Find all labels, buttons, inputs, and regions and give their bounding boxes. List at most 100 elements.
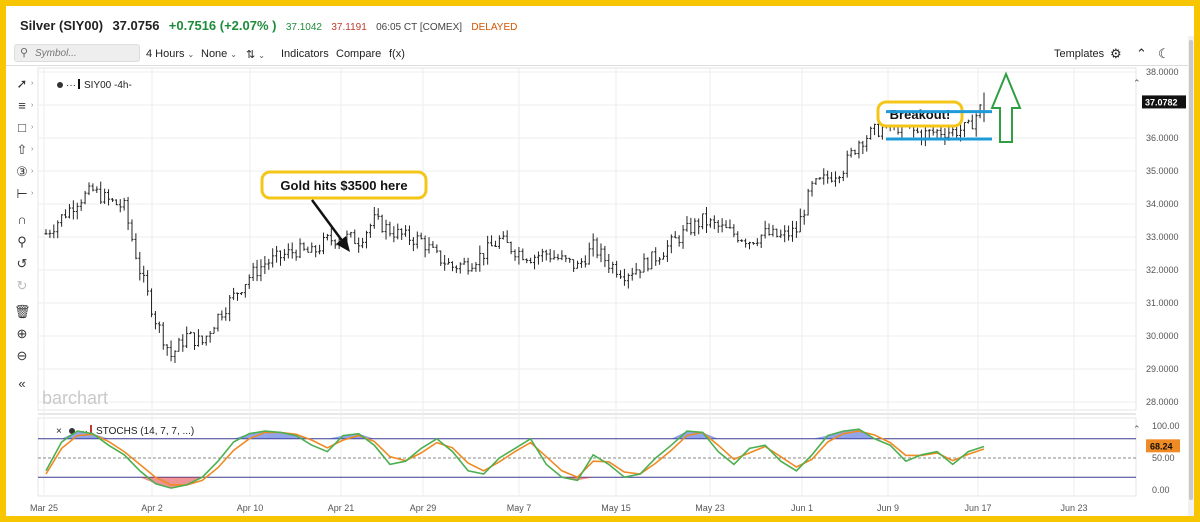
ohlc-bar xyxy=(505,230,509,244)
ohlc-bar xyxy=(64,209,68,219)
ohlc-bar xyxy=(853,149,857,155)
redo-icon[interactable]: ↻ xyxy=(16,278,28,293)
compare-button[interactable]: Compare xyxy=(336,48,382,60)
ohlc-bar xyxy=(857,140,861,159)
interval-label: 4 Hours xyxy=(146,48,185,60)
fibonacci-tool-icon[interactable]: ≡ xyxy=(18,98,26,113)
unlock-icon[interactable]: ⚲ xyxy=(17,234,27,249)
templates-button[interactable]: Templates xyxy=(1054,48,1105,60)
undo-icon[interactable]: ↺ xyxy=(16,256,28,271)
ohlc-bar xyxy=(259,259,263,282)
function-button[interactable]: f(x) xyxy=(389,48,405,60)
ohlc-bar xyxy=(833,171,837,187)
ohlc-bar xyxy=(271,248,275,268)
chevron-right-icon[interactable]: › xyxy=(31,168,34,175)
ohlc-bar xyxy=(646,257,650,272)
ohlc-bar xyxy=(400,228,404,240)
overbought-fill xyxy=(671,431,687,439)
ohlc-bar xyxy=(118,199,122,213)
counter-tool-icon[interactable]: ③ xyxy=(16,164,28,179)
ohlc-bar xyxy=(849,147,853,158)
ohlc-bar xyxy=(513,249,517,261)
bar-type-dropdown[interactable]: ⇅ ⌄ xyxy=(246,48,265,61)
ohlc-bar xyxy=(564,255,568,263)
ohlc-bar xyxy=(591,233,595,257)
chevron-right-icon[interactable]: › xyxy=(31,124,34,131)
ohlc-bar xyxy=(333,239,337,249)
ohlc-bar xyxy=(544,249,548,261)
gold-annotation-box xyxy=(260,170,428,200)
x-axis-tick-label: Jun 1 xyxy=(791,503,813,513)
interval-dropdown[interactable]: 4 Hours ⌄ xyxy=(146,48,194,60)
zoom-out-icon[interactable]: ⊖ xyxy=(16,348,28,363)
ohlc-bar xyxy=(927,129,931,138)
collapse-pane-icon: ⌃ xyxy=(1133,78,1141,88)
x-axis-tick-label: Mar 25 xyxy=(30,503,58,513)
ohlc-bar xyxy=(806,188,810,216)
ohlc-bar xyxy=(689,217,693,236)
scrollbar-thumb[interactable] xyxy=(1189,40,1193,500)
ohlc-bar xyxy=(497,235,501,249)
ohlc-bar xyxy=(681,225,685,249)
drawing-tools-rail: ➚ › ≡ › □ › ⇧ › ③ › ⊢ › ∩ ⚲ ↺ ↻ 🗑 ⊕ ⊖ « xyxy=(6,68,36,398)
ohlc-bar xyxy=(364,230,368,249)
collapse-rail-icon[interactable]: « xyxy=(18,376,26,391)
stoch-legend-swatch xyxy=(90,425,92,435)
trash-icon[interactable]: 🗑 xyxy=(14,304,31,319)
ohlc-bar xyxy=(626,273,630,289)
stoch-y-tick-label: 0.00 xyxy=(1152,485,1170,495)
chevron-right-icon[interactable]: › xyxy=(31,102,34,109)
oversold-fill xyxy=(139,477,156,484)
zoom-in-icon[interactable]: ⊕ xyxy=(16,326,28,341)
ohlc-bar xyxy=(150,288,154,318)
ohlc-bar xyxy=(607,253,611,274)
chevron-right-icon[interactable]: › xyxy=(31,146,34,153)
ohlc-bar xyxy=(724,220,728,229)
chevron-right-icon[interactable]: › xyxy=(31,80,34,87)
ohlc-bar xyxy=(353,229,357,245)
scrollbar[interactable] xyxy=(1188,36,1194,516)
price-chart[interactable]: 38.000037.000036.000035.000034.000033.00… xyxy=(6,6,1188,516)
ohlc-bar xyxy=(372,206,376,229)
ohlc-bar xyxy=(255,259,259,282)
ohlc-bar xyxy=(966,119,970,124)
ohlc-bar xyxy=(599,243,603,263)
trendline-tool-icon[interactable]: ➚ xyxy=(16,76,28,91)
ohlc-bar xyxy=(540,248,544,262)
ohlc-bar xyxy=(447,258,451,265)
ohlc-bar xyxy=(970,114,974,130)
ohlc-bar xyxy=(79,199,83,211)
x-axis-tick-label: May 15 xyxy=(601,503,631,513)
ohlc-bar xyxy=(204,335,208,346)
ohlc-bar xyxy=(767,223,771,236)
settings-gear-icon[interactable]: ⚙ xyxy=(1110,46,1122,61)
breakout-annotation-box xyxy=(876,100,964,128)
measure-tool-icon[interactable]: ⊢ xyxy=(16,186,28,201)
chevron-right-icon[interactable]: › xyxy=(31,190,34,197)
magnet-icon[interactable]: ∩ xyxy=(17,212,27,227)
overlay-dropdown[interactable]: None ⌄ xyxy=(201,48,237,60)
gold-annotation-text: Gold hits $3500 here xyxy=(280,178,407,193)
ohlc-bar xyxy=(748,241,751,250)
chart-toolbar: ⚲ 4 Hours⌄ None⌄ ⇅⌄ Indicators Compare f… xyxy=(6,42,1194,66)
ohlc-bar xyxy=(708,218,712,228)
ohlc-bar xyxy=(236,292,240,301)
symbol-title[interactable]: Silver (SIY00) xyxy=(20,18,104,33)
symbol-search-input[interactable] xyxy=(35,46,135,60)
ohlc-bar xyxy=(368,223,372,238)
ohlc-bar xyxy=(146,270,150,296)
symbol-search[interactable]: ⚲ xyxy=(14,44,140,62)
ohlc-bar xyxy=(443,255,447,271)
ohlc-bar xyxy=(239,292,243,296)
arrow-shape-tool-icon[interactable]: ⇧ xyxy=(16,142,28,157)
ohlc-bar xyxy=(153,310,157,330)
ohlc-bar xyxy=(923,124,927,147)
ohlc-bar xyxy=(509,241,513,255)
y-axis-tick-label: 34.0000 xyxy=(1146,199,1179,209)
ohlc-bar xyxy=(126,196,130,230)
dark-mode-moon-icon[interactable]: ☾ xyxy=(1158,46,1170,61)
collapse-up-icon[interactable]: ⌃ xyxy=(1136,46,1147,61)
rectangle-tool-icon[interactable]: □ xyxy=(18,120,26,135)
ohlc-bar xyxy=(787,225,791,241)
indicators-button[interactable]: Indicators xyxy=(281,48,329,60)
